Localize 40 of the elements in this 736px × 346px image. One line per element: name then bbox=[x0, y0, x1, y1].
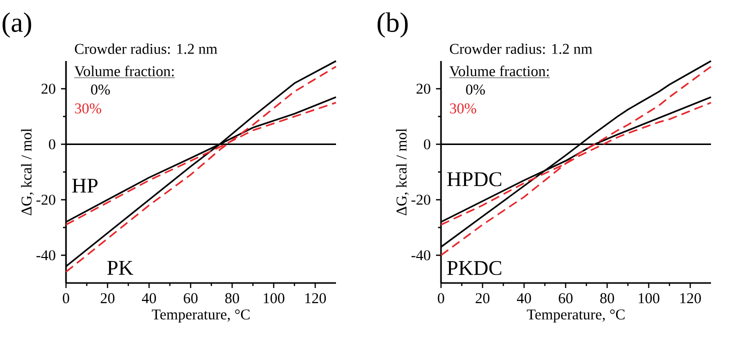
x-tick-label: 80 bbox=[225, 293, 240, 304]
text: 0% bbox=[466, 84, 485, 95]
x-tick-label: 20 bbox=[476, 293, 490, 304]
y-tick-label: 20 bbox=[42, 84, 56, 94]
y-tick-label: 0 bbox=[424, 139, 430, 150]
y-axis-title: ΔG, kcal / mol bbox=[21, 128, 34, 216]
x-axis-title: Temperature, °C bbox=[152, 309, 250, 323]
x-tick-label: 100 bbox=[264, 293, 284, 304]
x-axis-title: Temperature, °C bbox=[526, 309, 625, 323]
chart-title: (b) bbox=[378, 12, 408, 38]
x-tick-label: 0 bbox=[438, 293, 444, 304]
legend-title: Volume fraction: bbox=[449, 66, 549, 76]
annotation: PKDC bbox=[447, 260, 502, 276]
legend-title: Volume fraction: bbox=[74, 66, 174, 76]
x-tick-label: 60 bbox=[558, 293, 573, 304]
text: 30% bbox=[75, 103, 102, 114]
x-tick-label: 40 bbox=[142, 293, 156, 304]
x-tick-label: 20 bbox=[100, 293, 114, 304]
y-tick-label: -40 bbox=[36, 250, 56, 260]
text: 30% bbox=[450, 103, 476, 114]
x-tick-label: 0 bbox=[62, 293, 70, 304]
chart-title: (a) bbox=[2, 12, 32, 38]
y-tick-label: 0 bbox=[48, 139, 56, 150]
annotation: HP bbox=[72, 178, 98, 193]
x-tick-label: 80 bbox=[600, 293, 614, 304]
x-tick-label: 100 bbox=[638, 293, 660, 304]
annotation: HPDC bbox=[447, 172, 502, 186]
y-tick-label: -40 bbox=[411, 250, 430, 260]
x-tick-label: 60 bbox=[184, 293, 198, 304]
text: 0% bbox=[91, 84, 110, 95]
y-axis-title: ΔG, kcal / mol bbox=[396, 128, 409, 216]
annotation: PK bbox=[107, 260, 134, 275]
y-tick-label: -20 bbox=[411, 194, 430, 205]
text: Crowder radius: 1.2 nm bbox=[74, 43, 218, 54]
x-tick-label: 40 bbox=[516, 293, 531, 304]
y-tick-label: -20 bbox=[36, 194, 56, 205]
y-tick-label: 20 bbox=[416, 84, 430, 94]
x-tick-label: 120 bbox=[680, 293, 701, 304]
x-tick-label: 120 bbox=[305, 293, 326, 304]
text: Crowder radius: 1.2 nm bbox=[450, 43, 592, 54]
